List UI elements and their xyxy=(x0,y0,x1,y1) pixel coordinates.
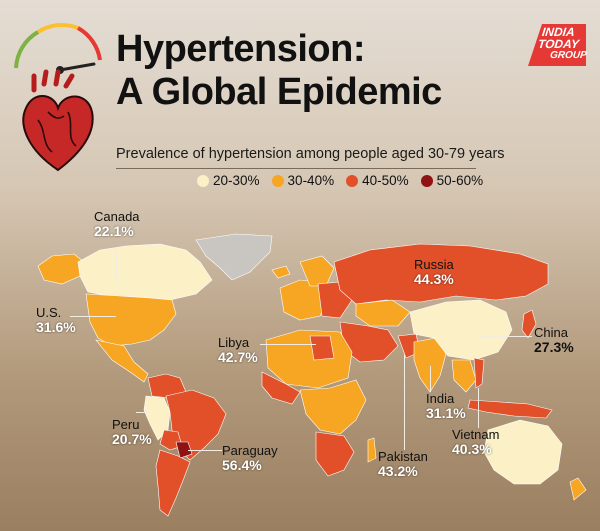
legend-label-2: 30-40% xyxy=(287,173,335,188)
legend-label-1: 20-30% xyxy=(213,173,260,188)
gauge-needle xyxy=(58,62,96,72)
region-north-africa xyxy=(265,329,353,389)
region-alaska xyxy=(37,253,85,285)
region-southeast-asia xyxy=(451,359,477,393)
page-title: Hypertension: A Global Epidemic xyxy=(116,28,442,114)
legend-item: 50-60% xyxy=(420,173,484,188)
region-madagascar xyxy=(367,437,377,463)
country-value: 43.2% xyxy=(378,463,418,479)
country-value: 20.7% xyxy=(112,431,152,447)
country-name: Canada xyxy=(94,209,140,224)
leader-paraguay xyxy=(188,450,222,451)
legend-swatch-1 xyxy=(197,174,209,187)
region-vietnam xyxy=(473,357,485,389)
region-usa xyxy=(85,293,177,347)
title-line-2: A Global Epidemic xyxy=(116,71,442,113)
country-name: Russia xyxy=(414,257,454,272)
leader-canada xyxy=(116,250,117,284)
region-china xyxy=(409,299,513,361)
region-west-africa xyxy=(261,371,301,405)
country-name: Paraguay xyxy=(222,443,278,458)
region-scandinavia xyxy=(299,255,335,287)
region-paraguay xyxy=(175,441,193,459)
region-australia xyxy=(483,419,563,485)
legend-item: 40-50% xyxy=(346,173,409,188)
legend-label-3: 40-50% xyxy=(362,173,409,188)
leader-us xyxy=(70,316,116,317)
country-name: Libya xyxy=(218,335,250,350)
region-iceland xyxy=(271,265,291,279)
region-southern-africa xyxy=(315,431,355,477)
label-vietnam: Vietnam 40.3% xyxy=(452,427,500,457)
legend-item: 30-40% xyxy=(271,173,335,188)
india-today-logo: INDIA TODAY GROUP xyxy=(524,20,590,70)
legend-swatch-2 xyxy=(271,174,284,187)
leader-libya xyxy=(260,344,316,345)
label-libya: Libya 42.7% xyxy=(218,335,258,365)
country-name: India xyxy=(426,391,455,406)
region-japan xyxy=(521,309,537,339)
country-value: 31.1% xyxy=(426,405,466,421)
world-map xyxy=(37,233,587,517)
label-china: China 27.3% xyxy=(534,325,574,355)
leader-china xyxy=(480,336,532,337)
gauge-red-arc xyxy=(76,26,102,61)
region-argentina xyxy=(155,449,191,517)
legend-swatch-3 xyxy=(346,174,359,187)
logo-line-3: GROUP xyxy=(549,50,588,61)
gauge-yellow-arc xyxy=(36,22,79,34)
leader-peru xyxy=(136,412,150,413)
country-name: Peru xyxy=(112,417,140,432)
label-russia: Russia 44.3% xyxy=(414,257,454,287)
region-central-africa xyxy=(299,379,367,435)
subtitle: Prevalence of hypertension among people … xyxy=(116,146,505,162)
legend: 20-30% 30-40% 40-50% 50-60% xyxy=(197,173,483,188)
label-canada: Canada 22.1% xyxy=(94,209,140,239)
country-value: 31.6% xyxy=(36,319,76,335)
label-us: U.S. 31.6% xyxy=(36,305,76,335)
region-libya xyxy=(309,335,335,361)
country-value: 22.1% xyxy=(94,223,134,239)
label-paraguay: Paraguay 56.4% xyxy=(222,443,278,473)
leader-vietnam xyxy=(478,388,479,428)
gauge-green-arc xyxy=(14,30,40,69)
country-value: 42.7% xyxy=(218,349,258,365)
country-name: Vietnam xyxy=(452,427,500,442)
title-line-1: Hypertension: xyxy=(116,28,365,70)
heart-icon xyxy=(22,69,94,172)
logo-line-2: TODAY xyxy=(537,37,580,51)
legend-swatch-4 xyxy=(420,174,433,187)
country-name: U.S. xyxy=(36,305,62,320)
country-value: 40.3% xyxy=(452,441,492,457)
label-india: India 31.1% xyxy=(426,391,466,421)
country-name: China xyxy=(534,325,568,340)
logo-shape xyxy=(528,24,586,66)
heart-gauge-illustration xyxy=(14,22,102,172)
country-value: 44.3% xyxy=(414,271,454,287)
country-value: 27.3% xyxy=(534,339,574,355)
legend-item: 20-30% xyxy=(197,173,260,188)
leader-india xyxy=(430,366,431,392)
legend-label-4: 50-60% xyxy=(436,173,484,188)
country-name: Pakistan xyxy=(378,449,428,464)
subtitle-divider xyxy=(116,168,476,169)
region-canada xyxy=(77,243,213,301)
region-kazakhstan xyxy=(355,299,411,327)
country-value: 56.4% xyxy=(222,457,262,473)
region-mexico xyxy=(95,339,149,383)
label-pakistan: Pakistan 43.2% xyxy=(378,449,428,479)
region-indonesia xyxy=(467,399,553,419)
region-new-zealand xyxy=(569,477,587,501)
region-greenland xyxy=(195,233,273,281)
label-peru: Peru 20.7% xyxy=(112,417,152,447)
leader-pakistan xyxy=(404,354,405,450)
